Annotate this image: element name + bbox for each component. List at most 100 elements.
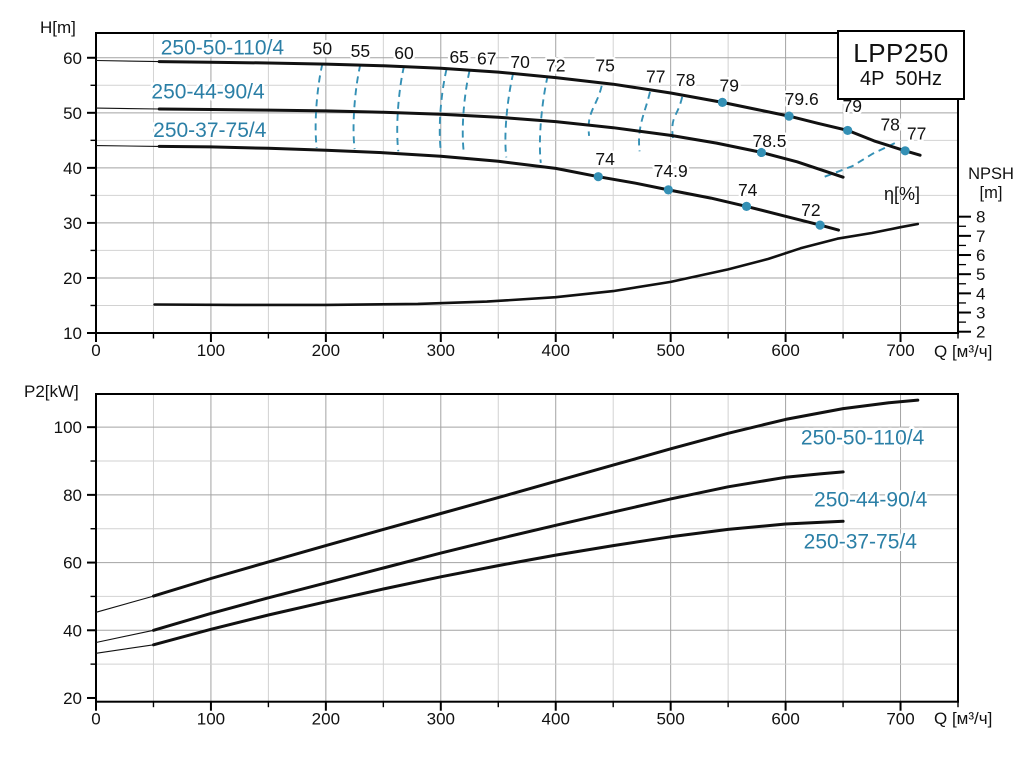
y-tick-label: 60 [63, 554, 82, 573]
y-tick-label: 50 [63, 104, 82, 123]
curve-label-head-0: 250-50-110/4 [161, 36, 285, 59]
curve-label-power-1: 250-44-90/4 [814, 489, 928, 512]
efficiency-dot [663, 185, 673, 195]
efficiency-contour-70 [504, 72, 515, 158]
efficiency-dot-label: 77 [907, 124, 926, 144]
y-tick-label: 40 [63, 621, 82, 640]
efficiency-dot [741, 201, 752, 211]
curve-lead-in-head-1 [95, 107, 160, 110]
curve-lead-in-power-2 [95, 644, 154, 654]
x-tick-label: 600 [771, 341, 799, 360]
x-tick-label: 200 [312, 341, 340, 360]
efficiency-unit-label: η[%] [884, 184, 921, 204]
efficiency-contour-label: 75 [595, 55, 614, 75]
curve-label-head-2: 250-37-75/4 [153, 119, 267, 142]
curve-head-0 [157, 60, 922, 157]
npsh-curve [153, 222, 920, 307]
efficiency-dot [756, 147, 767, 158]
efficiency-dot [593, 172, 603, 182]
y-tick-label: 60 [63, 49, 82, 68]
efficiency-dot [717, 97, 727, 107]
efficiency-contour-label: 70 [510, 52, 530, 72]
npsh-tick-label: 4 [976, 284, 985, 303]
efficiency-contour-75 [587, 85, 603, 137]
curve-lead-in-power-1 [95, 629, 154, 644]
efficiency-contour-label: 50 [313, 38, 333, 58]
flow-axis-title-bottom: Q [м³/ч] [934, 709, 993, 728]
efficiency-contour-label: 72 [546, 55, 565, 75]
efficiency-dot-label: 74.9 [654, 161, 688, 181]
y-tick-label: 40 [63, 159, 82, 178]
curve-label-head-1: 250-44-90/4 [151, 80, 265, 103]
y-tick-label: 20 [63, 269, 82, 288]
efficiency-contour-label: 65 [449, 47, 468, 67]
efficiency-contour-label: 78 [880, 114, 899, 134]
model-speed-frequency: 4P 50Hz [860, 68, 942, 91]
efficiency-dot [900, 146, 910, 156]
curve-power-0 [152, 398, 920, 598]
efficiency-dot-label: 74 [738, 180, 758, 200]
x-tick-label: 500 [656, 710, 684, 729]
efficiency-contour-77 [638, 91, 651, 152]
head-axis-title: H[m] [40, 18, 76, 37]
y-tick-label: 80 [63, 486, 82, 505]
x-tick-label: 700 [886, 710, 914, 729]
efficiency-contour-label: 60 [394, 43, 414, 63]
efficiency-dot-label: 72 [801, 200, 820, 220]
efficiency-contour-67 [461, 70, 471, 153]
power-axis-title: P2[kW] [24, 382, 79, 401]
efficiency-contour-label: 55 [351, 41, 370, 61]
model-title-box: LPP250 4P 50Hz [837, 30, 965, 100]
efficiency-contour-label: 67 [477, 48, 496, 68]
npsh-axis-title: NPSH [m] [957, 165, 1025, 203]
efficiency-contour-right-branch [824, 142, 896, 178]
efficiency-dot [843, 125, 853, 136]
efficiency-dot [815, 220, 825, 230]
efficiency-contour-65 [438, 69, 448, 151]
model-name: LPP250 [853, 38, 949, 69]
curve-lead-in-head-0 [95, 59, 160, 63]
npsh-tick-label: 7 [976, 227, 985, 246]
npsh-axis-title-line2: [m] [979, 183, 1003, 202]
head-chart: 0 100 200 300 400 500 600 700102030405060234567… [63, 32, 985, 360]
power-chart: 0 100 200 300 400 500 600 700 20 40 60 80 100 250-50-… [54, 393, 959, 729]
x-tick-label: 400 [542, 710, 570, 729]
x-tick-label: 0 [91, 341, 100, 360]
npsh-tick-label: 2 [976, 323, 985, 342]
efficiency-contour-50 [314, 63, 324, 149]
y-tick-label: 100 [54, 418, 82, 437]
curve-power-1 [152, 470, 845, 632]
x-tick-label: 700 [886, 341, 914, 360]
x-tick-label: 100 [197, 710, 225, 729]
curve-label-power-0: 250-50-110/4 [801, 426, 925, 449]
efficiency-dot-label: 78.5 [752, 131, 786, 151]
npsh-tick-label: 3 [976, 304, 985, 323]
npsh-tick-label: 5 [976, 265, 985, 284]
x-tick-label: 600 [771, 710, 799, 729]
efficiency-contour-55 [352, 64, 362, 150]
y-tick-label: 20 [63, 689, 82, 708]
curve-head-2 [157, 144, 840, 232]
x-tick-label: 300 [427, 341, 455, 360]
y-tick-label: 10 [63, 324, 82, 343]
npsh-tick-label: 8 [976, 208, 985, 227]
curve-lead-in-head-2 [95, 145, 160, 147]
x-tick-label: 200 [312, 710, 340, 729]
y-tick-label: 30 [63, 214, 82, 233]
x-tick-label: 500 [656, 341, 684, 360]
efficiency-dot-label: 79.6 [785, 89, 819, 109]
efficiency-dot-label: 74 [595, 149, 615, 169]
plot-border [95, 32, 959, 334]
curve-lead-in-power-0 [95, 595, 154, 613]
npsh-axis-title-line1: NPSH [968, 165, 1014, 183]
curve-head-1 [157, 107, 845, 179]
x-tick-label: 300 [427, 710, 455, 729]
flow-axis-title-top: Q [м³/ч] [934, 342, 993, 361]
efficiency-contour-60 [396, 66, 405, 152]
npsh-tick-label: 6 [976, 246, 985, 265]
x-tick-label: 0 [91, 710, 100, 729]
